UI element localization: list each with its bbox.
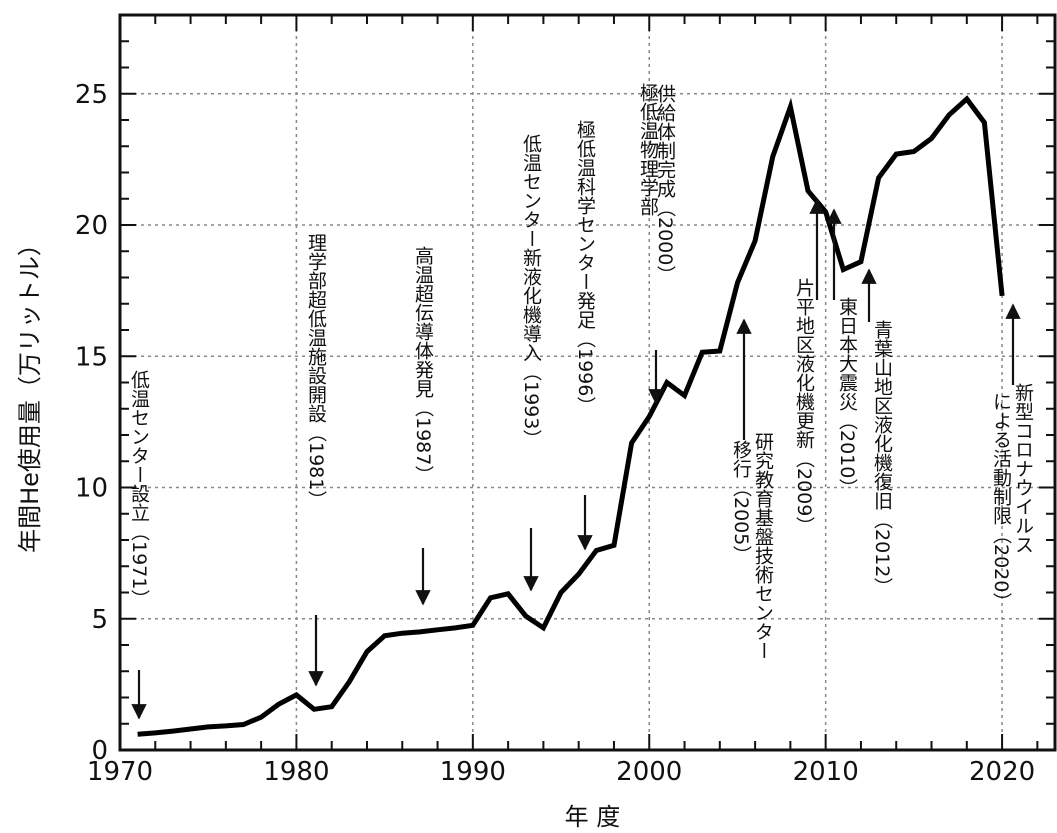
annotation-label: 供給体制完成（2000） [654, 84, 676, 285]
annotation-label: 研究教育基盤技術センター [752, 432, 774, 660]
annotation-label: 極低温物理学部 [637, 83, 659, 216]
annotation-label: 理学部超低温施設開設（1981） [305, 233, 327, 509]
x-axis-title: 年 度 [565, 803, 621, 831]
x-tick-label: 2010 [793, 757, 859, 787]
annotation-label: による活動制限（2020） [990, 392, 1012, 611]
annotation-label: 極低温科学センター発足（1996） [574, 120, 596, 416]
x-tick-label: 1970 [87, 757, 153, 787]
gridlines [120, 15, 1055, 750]
helium-usage-line [137, 95, 1005, 737]
x-tick-label: 1980 [263, 757, 329, 787]
x-tick-label: 2020 [969, 757, 1035, 787]
axis-ticks [119, 14, 1055, 751]
annotation-label: 移行（2005） [730, 440, 752, 565]
annotation-label: 片平地区液化機更新（2009） [793, 278, 815, 536]
annotations: 低温センター設立（1971） 理学部超低温施設開設（1981） 高温超伝導体発見（1… [128, 83, 1034, 720]
annotation-label: 高温超伝導体発見（1987） [412, 246, 434, 485]
y-tick-label: 0 [91, 736, 108, 766]
annotation-label: 新型コロナウイルス [1012, 383, 1034, 554]
y-tick-label: 10 [75, 474, 108, 504]
annotation-label: 低温センター新液化機導入（1993） [520, 134, 542, 449]
x-tick-label: 1990 [440, 757, 506, 787]
y-axis-title: 年間He使用量（万リットル） [16, 232, 44, 553]
tick-labels: 1970 1980 1990 2000 2010 2020 0 5 10 15 20 25 [75, 80, 1035, 787]
y-tick-label: 15 [75, 342, 108, 372]
y-tick-label: 20 [75, 211, 108, 241]
y-tick-label: 25 [75, 80, 108, 110]
x-tick-label: 2000 [616, 757, 682, 787]
annotation-label: 低温センター設立（1971） [128, 370, 150, 609]
annotation-label: 青葉山地区液化機復旧（2012） [871, 320, 893, 597]
annotation-label: 東日本大震災（2010） [836, 297, 858, 498]
y-tick-label: 5 [91, 605, 108, 635]
